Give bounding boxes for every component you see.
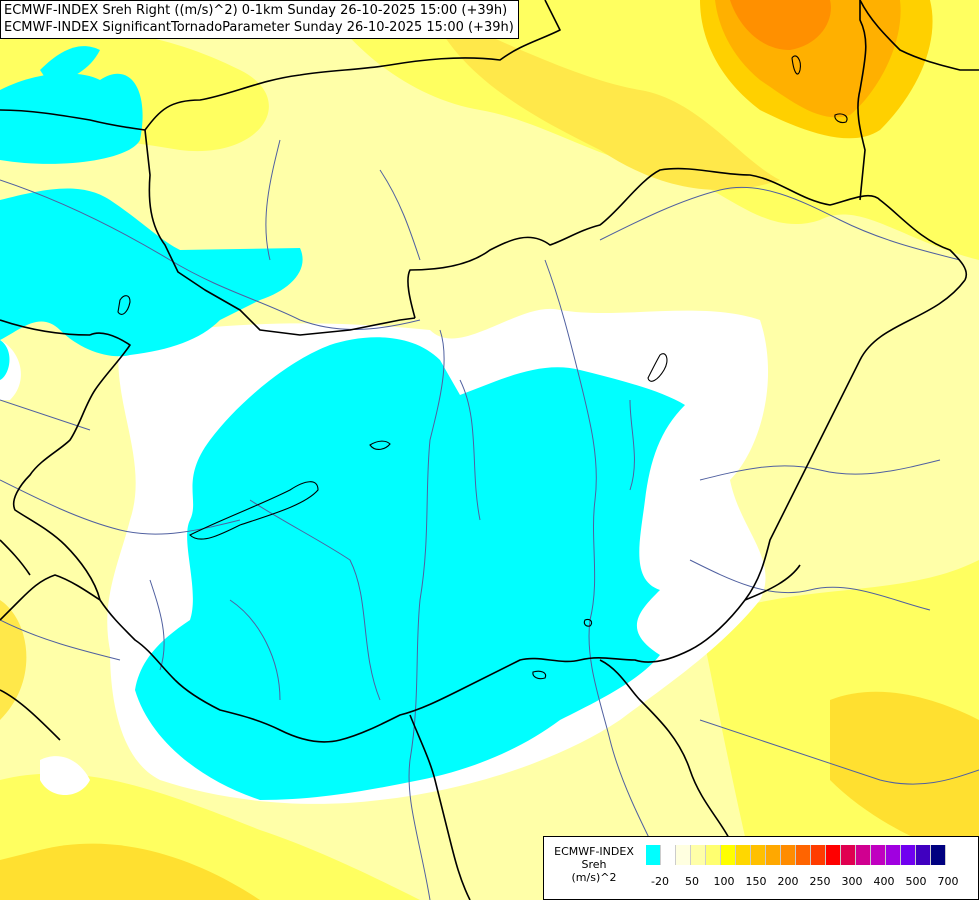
legend-title-line-1: ECMWF-INDEX [554, 845, 634, 858]
legend-swatch [811, 845, 826, 865]
legend-swatch [736, 845, 751, 865]
map-title: ECMWF-INDEX Sreh Right ((m/s)^2) 0-1km S… [0, 0, 519, 39]
legend-tick-label: 250 [809, 875, 831, 888]
legend-swatch [931, 845, 946, 865]
legend-swatch [826, 845, 841, 865]
legend-swatch [886, 845, 901, 865]
legend-swatch [841, 845, 856, 865]
legend-tick-label: 400 [873, 875, 895, 888]
legend-tick-label: 300 [841, 875, 863, 888]
legend-title-line-2: Sreh [581, 858, 607, 871]
color-legend: ECMWF-INDEX Sreh (m/s)^2 -20 50 100 150 200 2… [543, 836, 979, 900]
legend-swatch [781, 845, 796, 865]
cyan-zones [0, 46, 685, 800]
legend-swatch [901, 845, 916, 865]
legend-tick-label: 150 [745, 875, 767, 888]
legend-swatch [661, 845, 676, 865]
legend-tick-label: 100 [713, 875, 735, 888]
legend-tick-label: 700 [937, 875, 959, 888]
legend-swatches [646, 845, 946, 865]
title-line-1: ECMWF-INDEX Sreh Right ((m/s)^2) 0-1km S… [4, 3, 508, 18]
legend-swatch [916, 845, 931, 865]
legend-swatch [706, 845, 721, 865]
legend-title: ECMWF-INDEX Sreh (m/s)^2 [548, 845, 640, 884]
legend-tick-label: 50 [685, 875, 699, 888]
legend-tick-label: 200 [777, 875, 799, 888]
legend-swatch [676, 845, 691, 865]
legend-title-line-3: (m/s)^2 [571, 871, 617, 884]
orange-max-zone [700, 0, 933, 139]
title-line-2: ECMWF-INDEX SignificantTornadoParameter … [4, 20, 514, 35]
legend-swatch [721, 845, 736, 865]
legend-swatch [751, 845, 766, 865]
legend-swatch [856, 845, 871, 865]
legend-swatch [646, 845, 661, 865]
legend-swatch [871, 845, 886, 865]
legend-swatch [796, 845, 811, 865]
legend-swatch [691, 845, 706, 865]
lakes [117, 55, 848, 680]
legend-tick-label: -20 [651, 875, 669, 888]
legend-ticks: -20 50 100 150 200 250 300 400 500 700 [646, 875, 976, 889]
legend-swatch [766, 845, 781, 865]
rivers [0, 139, 979, 900]
legend-tick-label: 500 [905, 875, 927, 888]
